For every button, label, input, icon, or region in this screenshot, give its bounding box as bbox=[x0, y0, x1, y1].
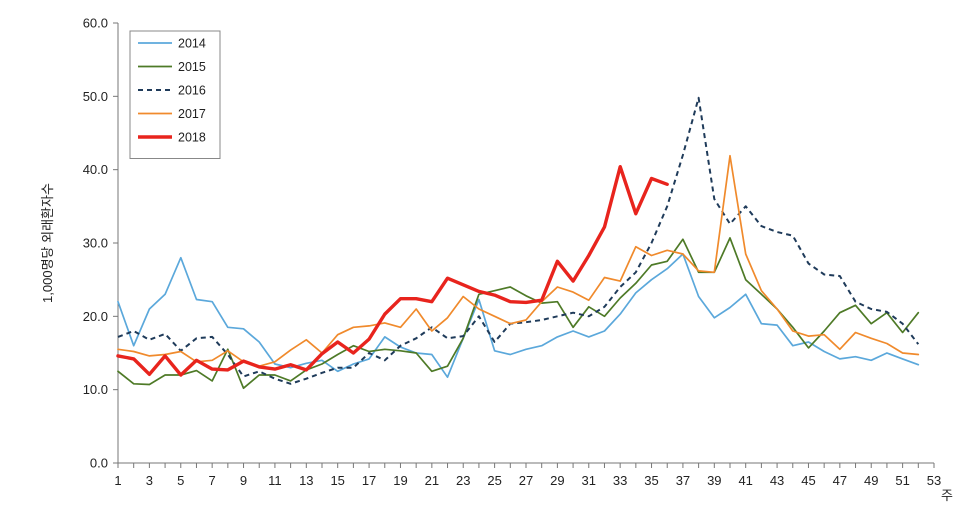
x-tick-label: 1 bbox=[114, 473, 121, 488]
legend-box bbox=[129, 30, 221, 159]
x-tick-label: 47 bbox=[833, 473, 847, 488]
legend-label-2017: 2017 bbox=[178, 107, 206, 121]
legend-label-2015: 2015 bbox=[178, 60, 206, 74]
x-tick-label: 53 bbox=[927, 473, 941, 488]
x-tick-label: 49 bbox=[864, 473, 878, 488]
x-tick-label: 25 bbox=[487, 473, 501, 488]
x-tick-label: 27 bbox=[519, 473, 533, 488]
y-tick-label: 0.0 bbox=[90, 456, 108, 471]
x-tick-label: 3 bbox=[146, 473, 153, 488]
x-tick-label: 21 bbox=[425, 473, 439, 488]
legend: 2014 2015 2016 2017 2018 bbox=[129, 30, 221, 159]
series-line-2018 bbox=[116, 164, 669, 377]
x-tick-label: 23 bbox=[456, 473, 470, 488]
x-tick-label: 7 bbox=[209, 473, 216, 488]
x-tick-label: 31 bbox=[582, 473, 596, 488]
x-tick-label: 15 bbox=[330, 473, 344, 488]
x-tick-label: 29 bbox=[550, 473, 564, 488]
x-tick-label: 41 bbox=[738, 473, 752, 488]
legend-label-2014: 2014 bbox=[178, 37, 206, 51]
y-tick-label: 30.0 bbox=[83, 236, 108, 251]
x-tick-label: 11 bbox=[268, 473, 282, 488]
y-axis-title: 1,000명당 외래환자수 bbox=[40, 183, 55, 303]
series-line-2014 bbox=[117, 253, 920, 379]
x-tick-label: 37 bbox=[676, 473, 690, 488]
series-line-2016 bbox=[117, 96, 920, 385]
x-tick-label: 5 bbox=[177, 473, 184, 488]
y-axis: 0.0 10.0 20.0 30.0 40.0 50.0 60.0 bbox=[83, 16, 119, 471]
x-tick-label: 33 bbox=[613, 473, 627, 488]
y-tick-label: 50.0 bbox=[83, 89, 108, 104]
x-tick-label: 39 bbox=[707, 473, 721, 488]
x-tick-label: 51 bbox=[895, 473, 909, 488]
x-tick-label: 19 bbox=[393, 473, 407, 488]
y-tick-label: 20.0 bbox=[83, 309, 108, 324]
series-layer bbox=[116, 96, 920, 390]
series-line-2015 bbox=[117, 237, 920, 390]
x-tick-label: 17 bbox=[362, 473, 376, 488]
y-tick-label: 40.0 bbox=[83, 162, 108, 177]
x-tick-label: 35 bbox=[644, 473, 658, 488]
y-tick-label: 10.0 bbox=[83, 382, 108, 397]
y-tick-label: 60.0 bbox=[83, 16, 108, 31]
x-tick-label: 13 bbox=[299, 473, 313, 488]
legend-label-2018: 2018 bbox=[178, 131, 206, 145]
x-tick-label: 45 bbox=[801, 473, 815, 488]
x-axis-title: 주 bbox=[941, 488, 953, 503]
x-tick-label: 43 bbox=[770, 473, 784, 488]
legend-label-2016: 2016 bbox=[178, 84, 206, 98]
x-axis: 1 3 5 7 9 11 13 15 17 19 21 23 25 27 29 31 33 35 37 39 41 43 4… bbox=[114, 462, 941, 488]
x-tick-label: 9 bbox=[240, 473, 247, 488]
